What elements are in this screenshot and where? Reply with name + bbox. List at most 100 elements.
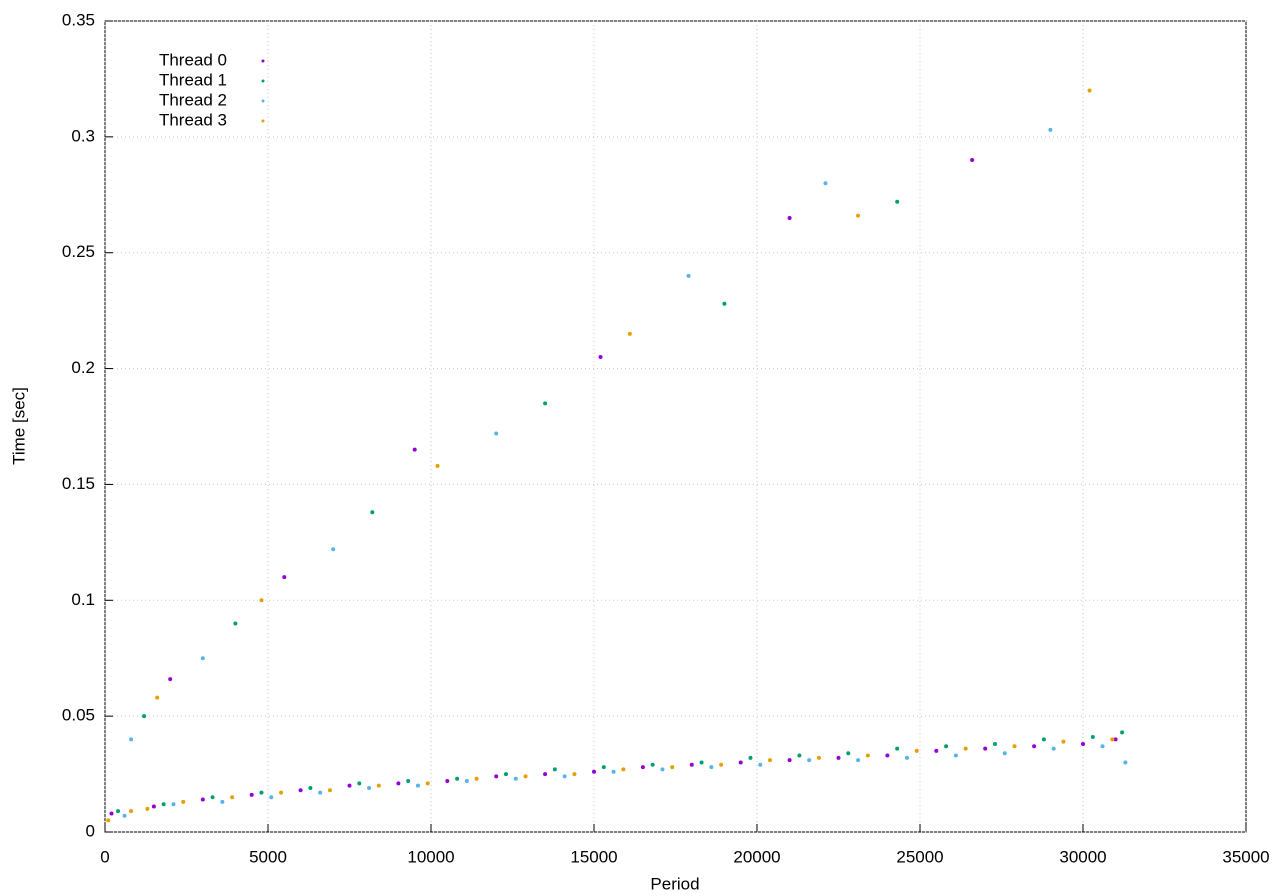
data-point [145, 806, 150, 811]
data-point [435, 463, 440, 468]
y-tick-label: 0.3 [71, 126, 95, 145]
data-point [171, 802, 176, 807]
data-point [220, 799, 225, 804]
data-point [807, 758, 812, 763]
data-point [282, 575, 287, 580]
data-point [155, 695, 160, 700]
data-point [259, 598, 264, 603]
data-point [709, 765, 714, 770]
data-point [1002, 751, 1007, 756]
data-point [161, 802, 166, 807]
y-tick-label: 0.1 [71, 590, 95, 609]
data-point [944, 744, 949, 749]
data-point [660, 767, 665, 772]
x-tick-label: 5000 [249, 847, 287, 866]
data-point [823, 181, 828, 186]
data-point [298, 788, 303, 793]
y-axis-label: Time [sec] [9, 387, 28, 465]
data-point [1120, 730, 1125, 735]
data-point [640, 765, 645, 770]
data-point [233, 621, 238, 626]
data-point [474, 776, 479, 781]
data-point [963, 746, 968, 751]
data-point [269, 795, 274, 800]
x-axis-label: Period [650, 874, 699, 893]
data-point [865, 753, 870, 758]
data-point [318, 790, 323, 795]
legend-label: Thread 0 [159, 50, 227, 69]
data-point [543, 772, 548, 777]
data-point [523, 774, 528, 779]
data-point [895, 199, 900, 204]
data-point [406, 779, 411, 784]
legend-label: Thread 2 [159, 90, 227, 109]
data-point [445, 779, 450, 784]
legend-marker [261, 99, 265, 103]
data-point [856, 758, 861, 763]
legend-marker [261, 119, 265, 123]
legend-label: Thread 1 [159, 70, 227, 89]
data-point [129, 809, 134, 814]
data-point [1090, 734, 1095, 739]
data-point [210, 795, 215, 800]
data-point [494, 774, 499, 779]
data-point [308, 785, 313, 790]
data-point [983, 746, 988, 751]
data-point [367, 785, 372, 790]
data-point [856, 213, 861, 218]
data-point [719, 762, 724, 767]
data-point [1081, 741, 1085, 746]
data-point [376, 783, 381, 788]
data-point [627, 331, 632, 336]
data-point [455, 776, 460, 781]
data-point [670, 765, 675, 770]
data-point [598, 354, 603, 359]
data-point [331, 547, 336, 552]
data-point [249, 792, 254, 797]
data-point [797, 753, 802, 758]
data-point [347, 783, 352, 788]
data-point [106, 818, 111, 823]
data-point [562, 774, 567, 779]
data-point [768, 758, 773, 763]
data-point [116, 809, 121, 814]
data-point [1051, 746, 1056, 751]
data-point [142, 714, 147, 719]
data-point [1100, 744, 1105, 749]
data-point [1012, 744, 1017, 749]
data-point [699, 760, 704, 765]
x-tick-label: 25000 [896, 847, 943, 866]
legend-label: Thread 3 [159, 110, 227, 129]
data-point [552, 767, 557, 772]
data-point [1087, 88, 1092, 93]
data-point [992, 741, 997, 746]
data-point [503, 772, 508, 777]
x-tick-label: 35000 [1222, 847, 1269, 866]
data-point [122, 813, 127, 818]
legend-marker [261, 59, 265, 63]
data-point [181, 799, 186, 804]
data-point [200, 656, 205, 661]
data-point [543, 401, 548, 406]
data-point [895, 746, 900, 751]
data-point [513, 776, 518, 781]
data-point [357, 781, 362, 786]
y-tick-label: 0 [86, 821, 95, 840]
data-point [885, 753, 890, 758]
data-point [1113, 737, 1118, 742]
data-point [650, 762, 655, 767]
data-point [748, 755, 753, 760]
data-point [611, 769, 616, 774]
data-point [1123, 760, 1128, 765]
data-point [904, 755, 909, 760]
data-point [738, 760, 743, 765]
y-tick-label: 0.15 [62, 474, 95, 493]
data-point [787, 215, 792, 220]
data-point [168, 677, 173, 682]
data-point [370, 510, 375, 515]
data-point [1110, 737, 1115, 742]
data-point [151, 804, 156, 809]
y-tick-label: 0.05 [62, 706, 95, 725]
data-point [816, 755, 821, 760]
